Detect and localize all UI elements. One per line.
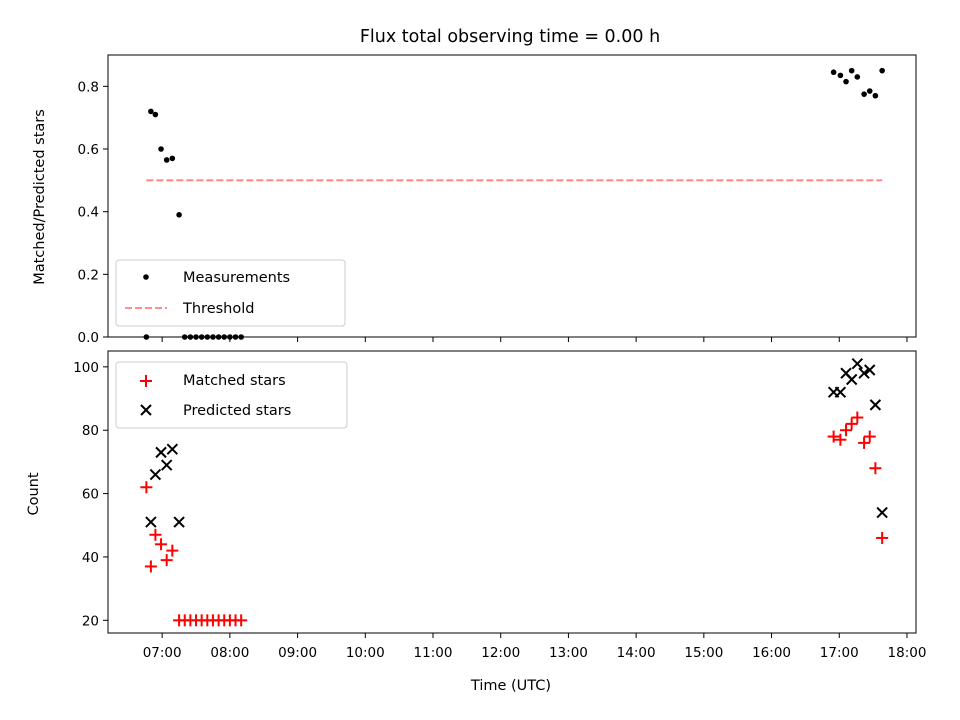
predicted-point-10	[851, 357, 864, 370]
bottom-marks	[140, 357, 889, 627]
bottom-y-tick-label-3: 80	[82, 423, 99, 439]
predicted-point-3	[160, 459, 173, 471]
legend-matched-marker	[140, 375, 152, 387]
legend-predicted-marker	[140, 404, 152, 416]
matched-point-3	[155, 538, 168, 551]
bottom-axes-frame	[107, 350, 917, 634]
x-tick-label-10: 17:00	[820, 645, 859, 661]
predicted-point-0	[145, 516, 157, 528]
matched-point-26	[876, 531, 889, 544]
top-y-axis-label: Matched/Predicted stars	[32, 109, 48, 285]
top-axes-frame	[107, 54, 917, 338]
matched-point-5	[166, 544, 179, 557]
measurement-point-20	[843, 78, 849, 85]
measurement-point-19	[837, 72, 844, 79]
measurement-point-26	[879, 67, 885, 74]
top-y-tick-label-2: 0.4	[78, 205, 99, 221]
bottom-y-tick-label-4: 100	[73, 360, 99, 376]
x-tick-label-6: 13:00	[549, 645, 588, 661]
measurement-point-18	[830, 69, 837, 76]
predicted-point-9	[845, 373, 858, 386]
bottom-legend: Matched stars Predicted stars	[115, 361, 348, 429]
top-y-tick-label-4: 0.8	[78, 79, 99, 95]
bottom-y-tick-label-0: 20	[82, 613, 99, 629]
bottom-y-axis-label: Count	[26, 472, 42, 515]
bottom-y-tick-label-2: 60	[82, 487, 99, 503]
x-tick-label-8: 15:00	[684, 645, 723, 661]
matched-point-19	[834, 433, 847, 446]
matched-point-24	[863, 430, 876, 443]
matched-point-4	[160, 554, 173, 567]
predicted-point-12	[864, 364, 876, 376]
top-y-tick-label-1: 0.2	[78, 267, 99, 283]
x-tick-label-4: 11:00	[414, 645, 453, 661]
matched-point-1	[144, 560, 157, 573]
top-y-tick-label-0: 0.0	[78, 330, 99, 346]
matched-point-23	[858, 436, 871, 449]
measurement-point-23	[861, 91, 867, 97]
legend-threshold-label: Threshold	[182, 301, 254, 317]
predicted-point-11	[858, 367, 870, 379]
legend-matched-label: Matched stars	[183, 373, 286, 389]
bottom-ticks: 20 40 60 80 100 07:00 08:00 09:00 10:00 11:00 12:0…	[73, 360, 926, 661]
x-tick-label-5: 12:00	[481, 645, 520, 661]
measurement-point-24	[866, 88, 873, 94]
predicted-point-14	[876, 506, 888, 519]
predicted-point-2	[155, 446, 167, 459]
x-tick-label-2: 09:00	[278, 645, 317, 661]
predicted-point-4	[166, 443, 179, 455]
x-tick-label-0: 07:00	[143, 645, 182, 661]
bottom-legend-box	[115, 361, 348, 429]
matched-point-20	[840, 424, 853, 437]
legend-predicted-label: Predicted stars	[183, 403, 291, 419]
bottom-panel: 20 40 60 80 100 07:00 08:00 09:00 10:00 11:00 12:0…	[26, 350, 926, 694]
top-legend: Measurements Threshold	[115, 259, 346, 327]
bottom-y-tick-label-1: 40	[82, 550, 99, 566]
measurement-point-22	[854, 74, 861, 80]
matched-point-17	[235, 614, 248, 627]
matched-point-18	[827, 430, 840, 443]
top-marks	[143, 67, 885, 340]
matched-point-25	[869, 462, 882, 475]
measurement-point-1	[148, 108, 154, 115]
top-y-tick-label-3: 0.6	[78, 142, 99, 158]
x-tick-label-7: 14:00	[617, 645, 656, 661]
matched-point-22	[851, 411, 864, 424]
x-tick-label-1: 08:00	[210, 645, 249, 661]
measurement-point-6	[176, 212, 182, 218]
measurement-point-5	[169, 155, 176, 162]
predicted-point-1	[149, 468, 162, 481]
measurement-point-3	[158, 146, 164, 152]
measurement-point-2	[152, 111, 159, 118]
top-legend-box	[115, 259, 346, 327]
predicted-point-5	[173, 516, 185, 528]
measurement-point-21	[848, 67, 855, 74]
predicted-point-7	[834, 386, 847, 398]
x-tick-label-11: 18:00	[888, 645, 927, 661]
x-tick-label-3: 10:00	[346, 645, 385, 661]
measurement-point-4	[163, 157, 170, 163]
matched-point-2	[149, 528, 162, 541]
legend-measurements-label: Measurements	[183, 270, 290, 286]
chart-title: Flux total observing time = 0.00 h	[360, 27, 660, 47]
measurement-point-25	[872, 92, 879, 99]
matched-point-0	[140, 481, 153, 494]
legend-measurements-marker	[143, 274, 149, 280]
top-panel: 0.00.20.40.60.8 Matched/Predicted stars …	[32, 54, 917, 346]
predicted-point-13	[869, 399, 882, 411]
x-axis-label: Time (UTC)	[470, 678, 551, 694]
x-tick-label-9: 16:00	[752, 645, 791, 661]
matched-point-21	[845, 417, 858, 430]
top-ticks: 0.0 0.2 0.4 0.6 0.8	[78, 79, 908, 346]
